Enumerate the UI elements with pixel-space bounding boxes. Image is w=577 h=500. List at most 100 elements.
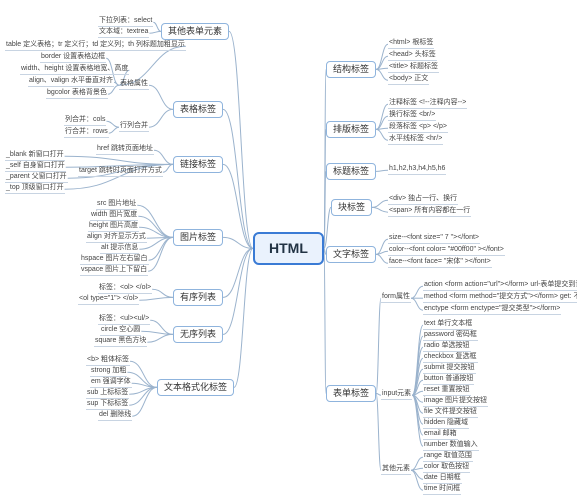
- leaf-19: alt 提示信息: [100, 244, 139, 254]
- leaf-0-label: 下拉列表：select: [99, 17, 152, 24]
- topic-t_layout: 排版标签: [326, 121, 376, 138]
- leaf-6-label: bgcolor 表格背景色: [47, 89, 107, 96]
- leaf-52: radio 单选按钮: [423, 342, 471, 352]
- leaf-41: h1,h2,h3,h4,h5,h6: [388, 165, 446, 175]
- leaf-2: table 定义表格；tr 定义行；td 定义列；th 列标题加粗显示: [5, 41, 186, 51]
- leaf-13-label: _parent 父窗口打开: [6, 173, 67, 180]
- leaf-27: <b> 粗体标签: [86, 356, 130, 366]
- edge: [139, 297, 173, 300]
- topic-t_fmt: 文本格式化标签: [157, 379, 234, 396]
- leaf-5-label: align、valign 水平垂直对齐: [29, 77, 113, 84]
- leaf-34-label: <head> 头标签: [389, 51, 436, 58]
- leaf-45-label: color--<font color= "#00ff00" ></font>: [389, 246, 504, 253]
- leaf-27-label: <b> 粗体标签: [87, 356, 129, 363]
- leaf-50: text 单行文本框: [423, 320, 473, 330]
- root-node: HTML: [253, 232, 324, 265]
- leaf-6: bgcolor 表格背景色: [46, 89, 108, 99]
- leaf-44: size--<font size=" 7 "></font>: [388, 234, 480, 244]
- leaf-32-label: del 删除线: [99, 411, 131, 418]
- leaf-1-label: 文本域：textrea: [99, 28, 148, 35]
- leaf-49: enctype <form enctype="提交类型"></form>: [423, 305, 561, 315]
- topic-t_head: 标题标签: [326, 163, 376, 180]
- leaf-42: <div> 独占一行、换行: [388, 195, 458, 205]
- topic-t_layout-label: 排版标签: [333, 124, 369, 134]
- leaf-45: color--<font color= "#00ff00" ></font>: [388, 246, 505, 256]
- sub-s_rmerge: 行列合并: [119, 122, 149, 132]
- leaf-56-label: reset 重置按钮: [424, 386, 470, 393]
- leaf-56: reset 重置按钮: [423, 386, 471, 396]
- leaf-59-label: hidden 隐藏域: [424, 419, 468, 426]
- leaf-3: border 设置表格边框: [40, 53, 106, 63]
- leaf-54-label: submit 提交按钮: [424, 364, 475, 371]
- leaf-3-label: border 设置表格边框: [41, 53, 105, 60]
- leaf-35-label: <title> 标题标签: [389, 63, 438, 70]
- edge: [154, 150, 173, 164]
- leaf-22-label: 标签：<ol> </ol>: [99, 284, 151, 291]
- edge: [372, 207, 388, 212]
- leaf-57-label: image 图片提交按钮: [424, 397, 487, 404]
- leaf-8-label: 行合并：rows: [65, 128, 108, 135]
- leaf-20-label: hspace 图片左右留白: [81, 255, 148, 262]
- edge: [411, 470, 423, 490]
- leaf-37: 注释标签 <!--注释内容-->: [388, 99, 467, 109]
- edge: [129, 387, 157, 405]
- leaf-23-label: <ol type="1"> </ol>: [79, 295, 138, 302]
- edge: [376, 254, 388, 263]
- leaf-18-label: align 对齐显示方式: [87, 233, 146, 240]
- edge: [229, 31, 253, 248]
- edge: [372, 200, 388, 207]
- edge: [141, 331, 173, 334]
- leaf-57: image 图片提交按钮: [423, 397, 488, 407]
- edge: [376, 393, 381, 470]
- topic-t_ul: 无序列表: [173, 326, 223, 343]
- sub-s_fattr: form属性: [381, 293, 411, 303]
- sub-s_tattr: 表格属性: [119, 80, 149, 90]
- leaf-21-label: vspace 图片上下留白: [81, 266, 147, 273]
- leaf-46-label: face--<font face= "宋体" ></font>: [389, 258, 491, 265]
- edge: [376, 298, 381, 393]
- sub-s_oth: 其他元素: [381, 465, 411, 475]
- leaf-31-label: sup 下标标签: [87, 400, 128, 407]
- leaf-19-label: alt 提示信息: [101, 244, 138, 251]
- edge: [132, 387, 157, 416]
- leaf-65: time 时间框: [423, 485, 461, 495]
- leaf-58-label: file 文件提交按钮: [424, 408, 477, 415]
- edge: [324, 248, 326, 393]
- sub-s_input: input元素: [381, 390, 412, 400]
- leaf-7: 列合并：cols: [64, 116, 106, 126]
- leaf-29: em 强调字体: [90, 378, 132, 388]
- leaf-60: email 邮箱: [423, 430, 458, 440]
- edge: [376, 129, 388, 140]
- leaf-30-label: sub 上标标签: [87, 389, 128, 396]
- topic-t_img: 图片标签: [173, 229, 223, 246]
- leaf-28: strong 加粗: [90, 367, 127, 377]
- edge: [376, 239, 388, 254]
- edge: [132, 383, 157, 387]
- leaf-40: 水平线标签 <hr/>: [388, 135, 443, 145]
- leaf-13: _parent 父窗口打开: [5, 173, 68, 183]
- topic-t_link: 链接标签: [173, 156, 223, 173]
- edge: [106, 121, 119, 127]
- leaf-48-label: method <form method="提交方式"></form> get: …: [424, 293, 577, 300]
- leaf-62-label: range 取值范围: [424, 452, 472, 459]
- edge: [412, 395, 423, 435]
- leaf-14-label: _top 顶级窗口打开: [6, 184, 64, 191]
- edge: [376, 69, 388, 80]
- leaf-41-label: h1,h2,h3,h4,h5,h6: [389, 165, 445, 172]
- leaf-1: 文本域：textrea: [98, 28, 149, 38]
- leaf-12-label: _self 自身窗口打开: [6, 162, 65, 169]
- leaf-44-label: size--<font size=" 7 "></font>: [389, 234, 479, 241]
- topic-t_block: 块标签: [331, 199, 372, 216]
- leaf-23: <ol type="1"> </ol>: [78, 295, 139, 305]
- leaf-43: <span> 所有内容都在一行: [388, 207, 471, 217]
- leaf-31: sup 下标标签: [86, 400, 129, 410]
- topic-t_link-label: 链接标签: [180, 159, 216, 169]
- leaf-4: width、height 设置表格地宽、高度: [20, 65, 129, 75]
- topic-t_struct-label: 结构标签: [333, 64, 369, 74]
- leaf-50-label: text 单行文本框: [424, 320, 472, 327]
- leaf-17-label: height 图片高度: [89, 222, 138, 229]
- leaf-64-label: date 日期框: [424, 474, 461, 481]
- leaf-16: width 图片宽度: [90, 211, 138, 221]
- leaf-38-label: 换行标签 <br/>: [389, 111, 435, 118]
- leaf-21: vspace 图片上下留白: [80, 266, 148, 276]
